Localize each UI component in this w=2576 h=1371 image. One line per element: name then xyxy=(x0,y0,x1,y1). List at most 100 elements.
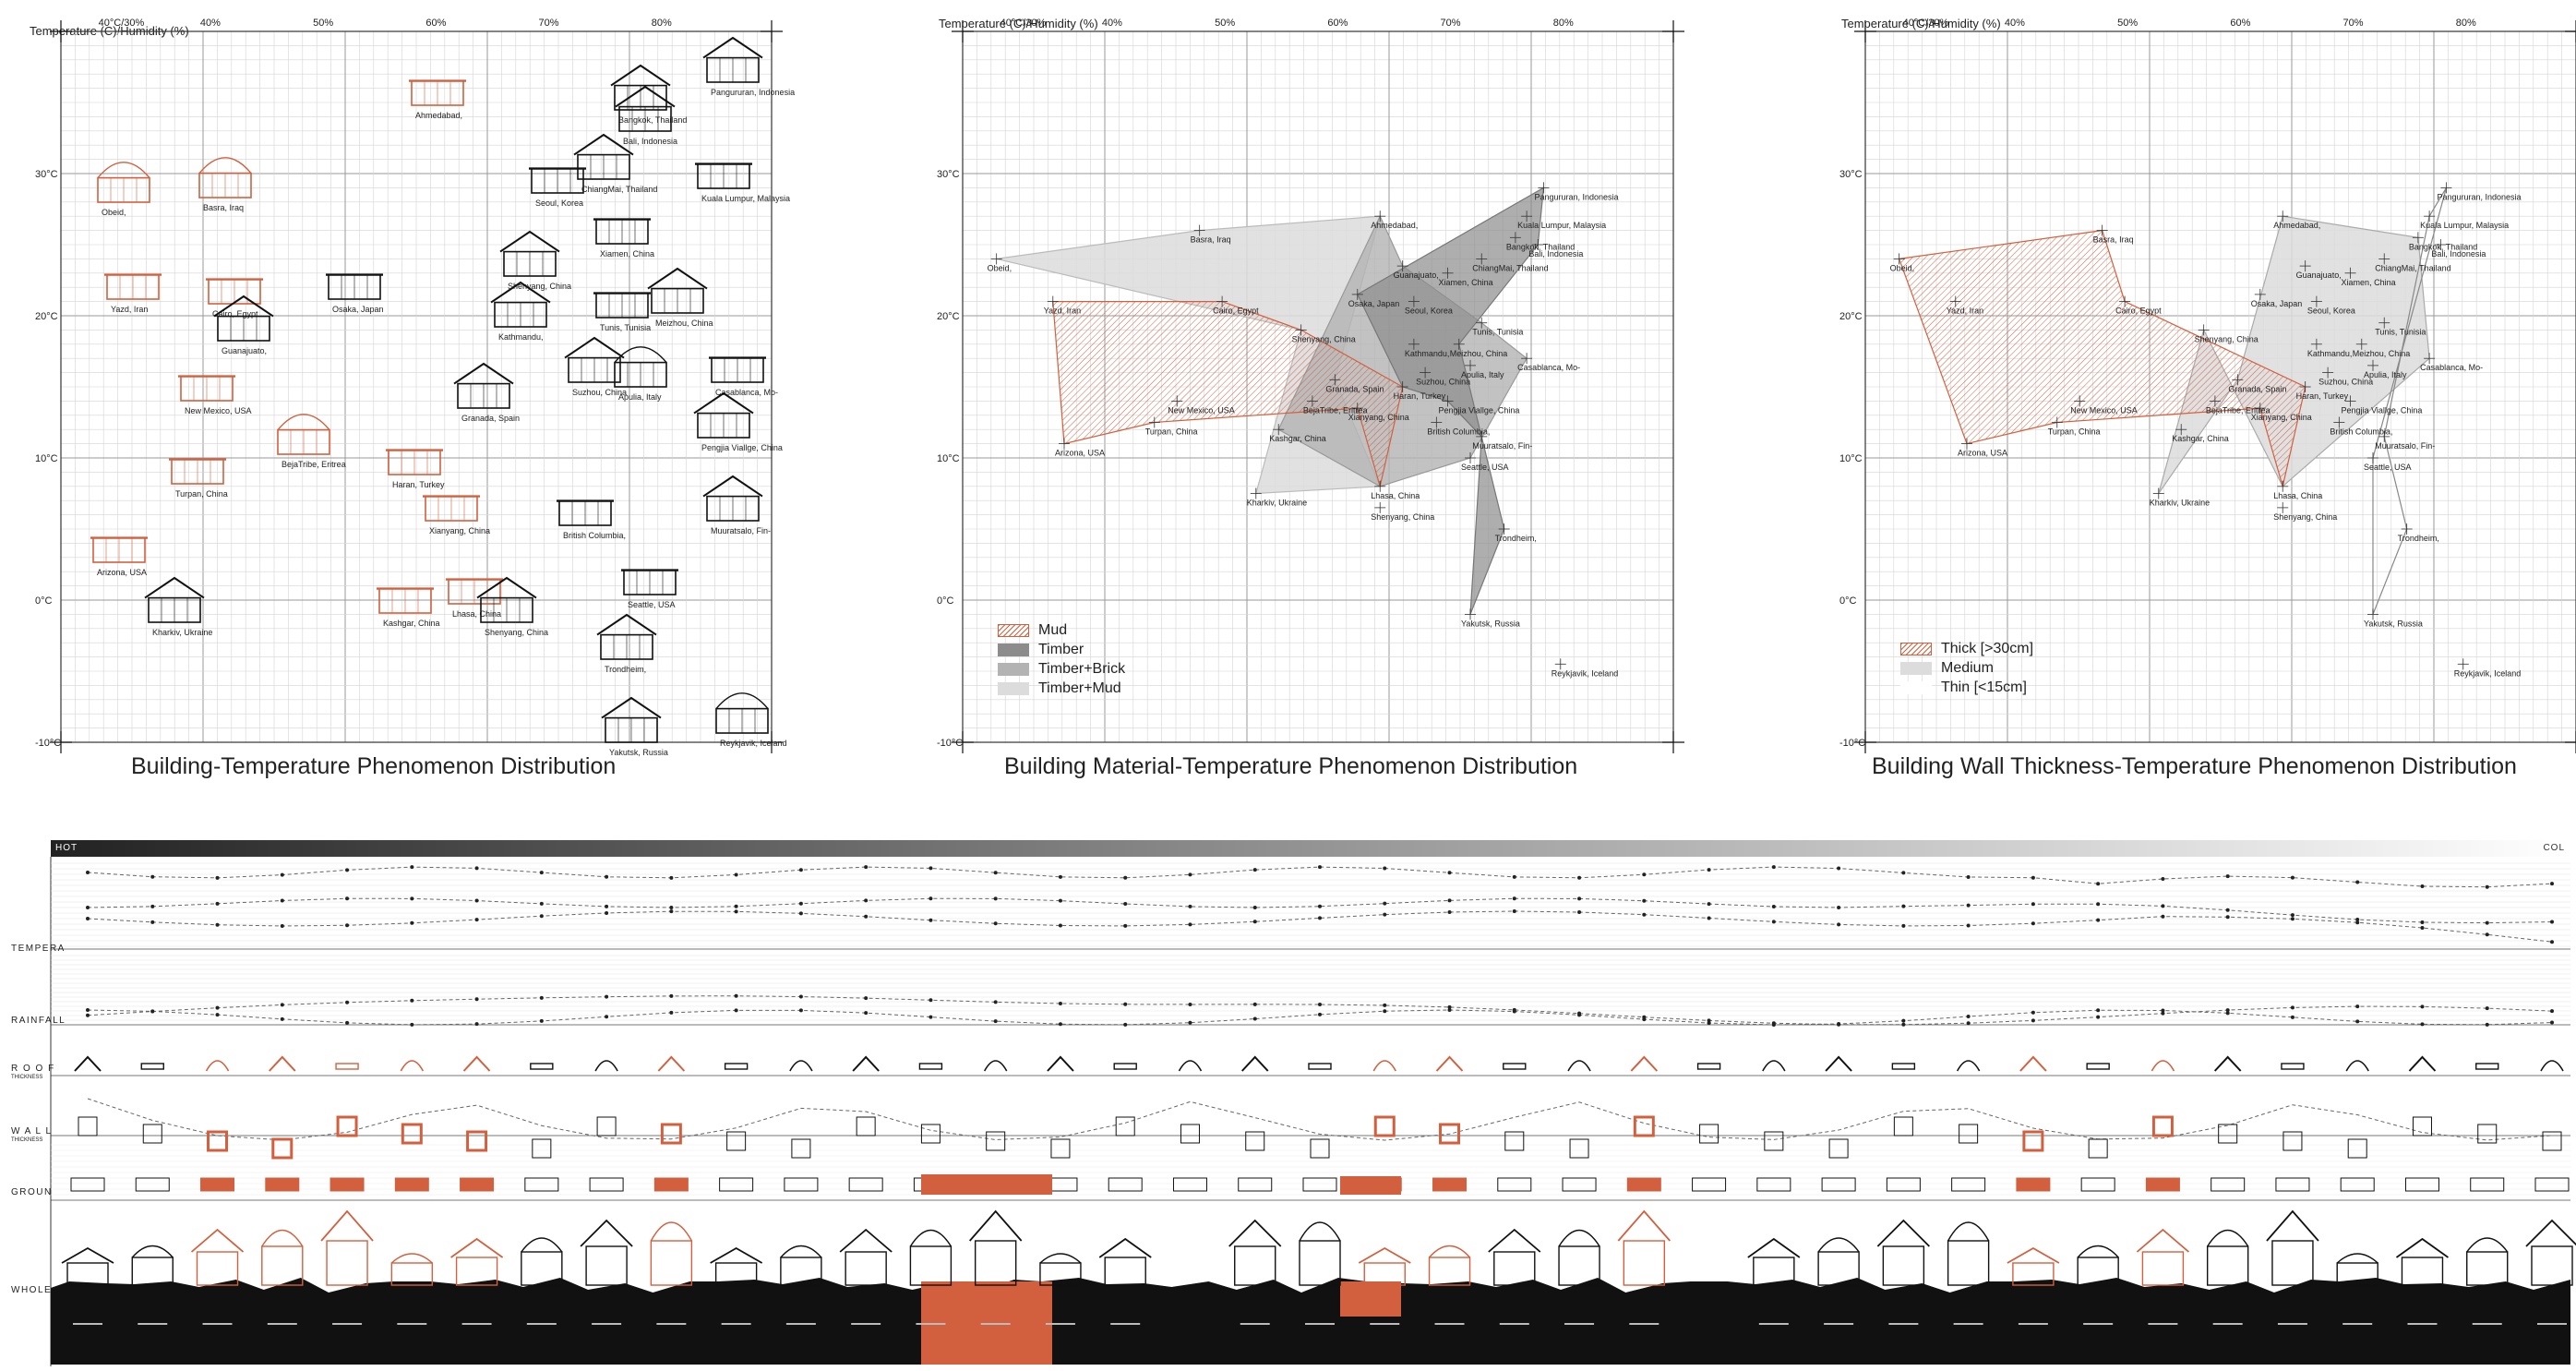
building-section xyxy=(1104,1257,1146,1286)
temperature-point xyxy=(1447,1004,1452,1009)
wall-icon xyxy=(726,1131,747,1151)
temperature-point xyxy=(215,922,220,927)
roof-icon xyxy=(1762,1060,1786,1072)
building-section xyxy=(131,1257,174,1286)
temperature-point xyxy=(1642,1017,1647,1022)
temperature-point xyxy=(1642,898,1647,903)
x-tick-label: 80% xyxy=(2456,18,2476,29)
building-section-roof xyxy=(1817,1237,1860,1253)
temperature-point xyxy=(1837,866,1841,871)
building-section-roof xyxy=(909,1230,953,1247)
city-label: Turpan, China xyxy=(2048,427,2101,437)
temperature-point xyxy=(2485,920,2489,925)
temperature-point xyxy=(2290,1015,2294,1019)
temperature-max-line xyxy=(87,866,2553,888)
ground-icon xyxy=(1238,1177,1273,1192)
panel-title: Building Wall Thickness-Temperature Phen… xyxy=(1872,753,2517,779)
building-section-roof xyxy=(2266,1209,2319,1242)
wall-icon xyxy=(1373,1115,1396,1137)
building-section-roof xyxy=(131,1245,174,1258)
temperature-point xyxy=(2485,1006,2489,1011)
temperature-point xyxy=(929,896,933,901)
temperature-point xyxy=(2550,940,2554,944)
temperature-point xyxy=(280,898,284,903)
roof-icon xyxy=(1113,1063,1137,1070)
ground-icon xyxy=(848,1177,883,1192)
city-label: Trondheim, xyxy=(2398,534,2439,543)
roof-icon xyxy=(140,1063,164,1070)
ground-icon xyxy=(2275,1177,2310,1192)
temperature-point xyxy=(1383,901,1387,906)
temperature-point xyxy=(345,1000,350,1004)
row-label-whole: WHOLE xyxy=(11,1285,53,1295)
building-sketch xyxy=(97,162,150,203)
building-sketch xyxy=(596,613,657,660)
building-section-roof xyxy=(2207,1230,2249,1247)
temperature-point xyxy=(1447,1008,1452,1013)
temperature-point xyxy=(1707,916,1711,920)
temperature-point xyxy=(929,1015,933,1019)
building-section-roof xyxy=(261,1230,304,1247)
temperature-point xyxy=(2485,1022,2489,1027)
roof-icon xyxy=(918,1063,943,1070)
panel-material-temperature: Temperature (C)/Humidity (%) 40°C/30% 40%… xyxy=(928,0,1758,794)
wall-icon xyxy=(1245,1131,1265,1151)
wall-icon xyxy=(986,1131,1006,1151)
ground-icon xyxy=(1497,1177,1532,1192)
temperature-point xyxy=(929,866,933,871)
city-label: Bali, Indonesia xyxy=(2431,249,2486,259)
temperature-point xyxy=(1901,1022,1906,1027)
temperature-point xyxy=(993,1019,998,1024)
x-tick-label: 70% xyxy=(539,18,559,29)
city-label: Osaka, Japan xyxy=(1348,299,1400,308)
city-label: Kathmandu, xyxy=(2307,349,2353,358)
city-label: Apulia, Italy xyxy=(2364,370,2407,379)
building-section-roof xyxy=(1098,1237,1152,1258)
wall-icon xyxy=(1764,1131,1784,1151)
temperature-point xyxy=(1252,1002,1257,1006)
legend-item-timber-mud: Timber+Mud xyxy=(998,679,1125,698)
temperature-point xyxy=(1642,912,1647,917)
building-section-roof xyxy=(780,1245,822,1258)
panel-building-temperature: Temperature (C)/Humidity (%) 40°C/30% 40%… xyxy=(26,0,857,794)
city-label: Casablanca, Mo- xyxy=(2420,363,2483,372)
temperature-point xyxy=(2161,876,2165,881)
ground-icon xyxy=(2404,1177,2439,1192)
city-label: Basra, Iraq xyxy=(2093,235,2134,245)
building-section-roof xyxy=(2007,1246,2060,1264)
temperature-point xyxy=(1383,866,1387,871)
ground-block xyxy=(1340,1176,1401,1195)
temperature-point xyxy=(798,901,803,906)
ground-icon xyxy=(1302,1177,1337,1192)
temperature-point xyxy=(1058,874,1062,879)
city-label: British Columbia, xyxy=(2330,427,2392,437)
temperature-point xyxy=(2225,908,2230,912)
x-tick-label: 50% xyxy=(2117,18,2138,29)
city-label: Seattle, USA xyxy=(1461,463,1509,472)
temperature-point xyxy=(798,868,803,872)
temperature-point xyxy=(1058,898,1062,903)
temperature-point xyxy=(1383,1009,1387,1014)
ground-icon xyxy=(1432,1177,1468,1192)
roof-icon xyxy=(2086,1063,2110,1070)
temperature-point xyxy=(1577,896,1582,901)
city-label: Pangururan, Indonesia xyxy=(711,88,795,97)
roof-icon xyxy=(1372,1060,1396,1072)
temperature-point xyxy=(2355,918,2360,922)
temperature-point xyxy=(929,918,933,922)
temperature-point xyxy=(2290,875,2294,880)
y-tick-label: 30°C xyxy=(937,169,960,180)
city-label: Haran, Turkey xyxy=(2296,391,2349,401)
ground-icon xyxy=(719,1177,754,1192)
wall-icon xyxy=(1893,1116,1913,1136)
building-sketch xyxy=(647,267,708,314)
city-label: Bangkok, Thailand xyxy=(618,115,687,125)
roof-icon xyxy=(2345,1060,2369,1072)
building-sketch xyxy=(615,85,676,132)
city-label: Kuala Lumpur, Malaysia xyxy=(2420,221,2509,230)
building-sketch xyxy=(277,414,330,455)
building-section xyxy=(1558,1245,1600,1286)
temperature-point xyxy=(1771,920,1776,924)
material-legend: Mud Timber Timber+Brick Timber+Mud xyxy=(998,620,1125,698)
y-tick-label: -10°C xyxy=(937,738,963,749)
